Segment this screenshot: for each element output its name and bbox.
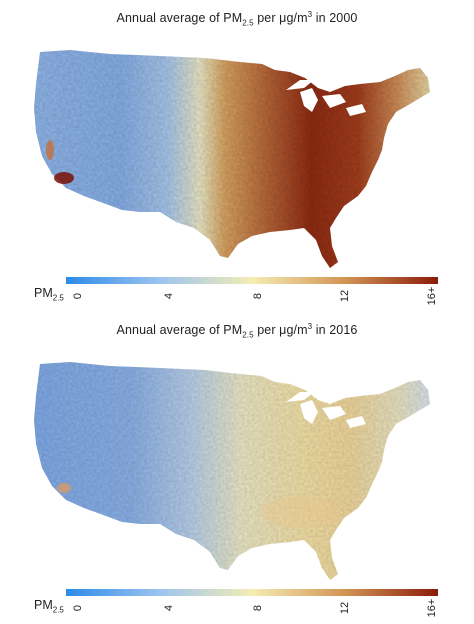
colorbar-tick-8: 8 [252,604,264,612]
colorbar-tick-0: 0 [72,292,84,300]
map-title-2016: Annual average of PM2.5 per μg/m3 in 201… [116,322,358,340]
us-outline-2000 [34,50,430,268]
map-panel-2016: Annual average of PM2.5 per μg/m3 in 201… [0,312,474,624]
colorbar-tick-4: 4 [163,604,175,612]
colorbar-tick-12: 12 [339,601,351,615]
map-panel-2000: Annual average of PM2.5 per μg/m3 in 200… [34,10,438,306]
colorbar-label-2000: PM2.5 [34,286,64,303]
colorbar-tick-4: 4 [163,292,175,300]
us-choropleth-map-2000 [34,50,430,268]
us-choropleth-map-2016 [34,362,430,580]
map-title-2000: Annual average of PM2.5 per μg/m3 in 200… [116,10,358,28]
colorbar-tick-16plus: 16+ [426,286,438,306]
colorbar-tick-16plus: 16+ [426,598,438,618]
us-outline-2016 [34,362,430,580]
colorbar-tick-0: 0 [72,604,84,612]
colorbar-2016 [66,589,438,596]
colorbar-tick-12: 12 [339,289,351,303]
colorbar-tick-8: 8 [252,292,264,300]
colorbar-2000 [66,277,438,284]
colorbar-label-2016: PM2.5 [34,598,64,615]
